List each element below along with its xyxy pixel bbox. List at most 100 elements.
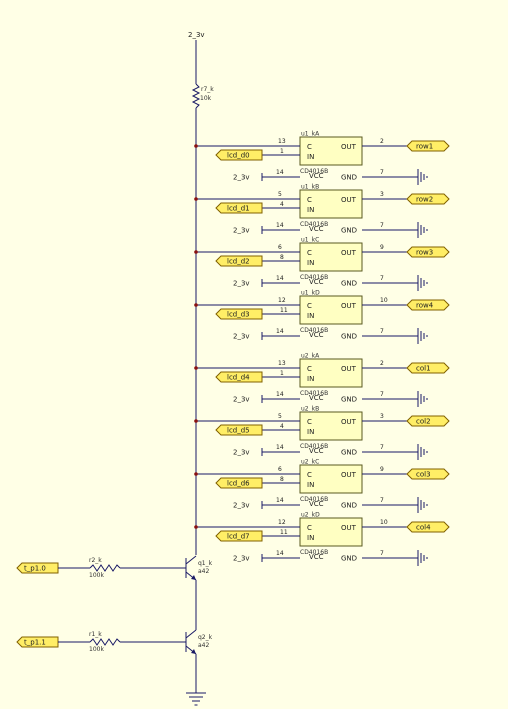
chip-part-name: CD4016B: [300, 221, 328, 228]
chip-part-name: CD4016B: [300, 496, 328, 503]
chip-ref: u1_kA: [301, 131, 320, 138]
vcc-pin-number: 14: [276, 550, 284, 557]
vcc-pin-label: VCC: [309, 447, 324, 455]
in-pin-number: 1: [280, 148, 284, 155]
chip-part-name: CD4016B: [300, 274, 328, 281]
chip-ref: u2_kD: [301, 512, 320, 519]
vcc-net-label: 2_3v: [233, 174, 250, 182]
in-pin-label: IN: [307, 481, 314, 489]
supply-net: 2_3v r7_k 10k: [188, 31, 214, 555]
gnd-pin-number: 7: [380, 550, 384, 557]
input-port-label: lcd_d5: [227, 427, 250, 435]
transistor-stage: t_p1.0r2_k100kq1_ka42t_p1.1r1_k100kq2_ka…: [16, 555, 213, 655]
switch-chip-u2_kD: u2_kD 12 C 11 IN lcd_d7 OUT 10 col4 CD4016B 2_3v 14…: [194, 512, 450, 566]
chip-body: [299, 358, 363, 388]
c-pin-label: C: [307, 302, 312, 310]
input-port-lcd_d1: [215, 202, 263, 214]
vcc-pin-label: VCC: [309, 172, 324, 180]
gnd-pin-label: GND: [341, 555, 357, 563]
gnd-pin-number: 7: [380, 444, 384, 451]
base-resistor-ref: r1_k: [89, 631, 102, 638]
chip-ref: u1_kC: [301, 237, 319, 244]
out-pin-number: 10: [380, 297, 388, 304]
top-resistor-value: 10k: [200, 95, 212, 102]
gnd-pin-label: GND: [341, 333, 357, 341]
in-pin-label: IN: [307, 206, 314, 214]
chip-ref: u1_kB: [301, 184, 319, 191]
in-pin-number: 11: [280, 529, 288, 536]
c-pin-number: 5: [278, 413, 282, 420]
out-pin-label: OUT: [341, 196, 357, 204]
gnd-pin-number: 7: [380, 169, 384, 176]
junction-dot: [194, 366, 198, 370]
c-pin-number: 12: [278, 297, 286, 304]
output-port-label: row2: [416, 196, 433, 204]
chip-body: [299, 464, 363, 494]
chip-part-name: CD4016B: [300, 443, 328, 450]
switch-chip-u2_kB: u2_kB 5 C 4 IN lcd_d5 OUT 3 col2 CD4016B 2_3v 14 VCC…: [194, 406, 450, 460]
chip-part-name: CD4016B: [300, 390, 328, 397]
out-pin-number: 10: [380, 519, 388, 526]
gnd-pin-label: GND: [341, 449, 357, 457]
input-port-label: lcd_d7: [227, 533, 250, 541]
in-pin-label: IN: [307, 312, 314, 320]
vcc-pin-label: VCC: [309, 225, 324, 233]
input-port-lcd_d5: [215, 424, 263, 436]
vcc-pin-label: VCC: [309, 278, 324, 286]
vcc-pin-number: 14: [276, 497, 284, 504]
junction-dot: [194, 197, 198, 201]
junction-dot: [194, 303, 198, 307]
vcc-pin-label: VCC: [309, 500, 324, 508]
switch-chip-u2_kA: u2_kA 13 C 1 IN lcd_d4 OUT 2 col1 CD4016B 2_3v 14 VC…: [194, 353, 450, 407]
ground-symbol: [417, 222, 428, 238]
vcc-net-label: 2_3v: [233, 555, 250, 563]
out-pin-label: OUT: [341, 418, 357, 426]
output-port-col1: [406, 362, 450, 374]
out-pin-number: 3: [380, 191, 384, 198]
ground-symbol: [417, 169, 428, 185]
base-resistor-value: 100k: [89, 646, 104, 653]
output-port-row3: [406, 246, 450, 258]
base-resistor-symbol: [89, 564, 121, 572]
base-resistor-value: 100k: [89, 572, 104, 579]
junction-dot: [194, 525, 198, 529]
output-port-label: col3: [416, 471, 431, 479]
gnd-pin-label: GND: [341, 396, 357, 404]
c-pin-number: 12: [278, 519, 286, 526]
in-pin-number: 4: [280, 201, 284, 208]
chip-ref: u2_kB: [301, 406, 319, 413]
transistor-part: a42: [198, 568, 209, 575]
chip-ref: u2_kC: [301, 459, 319, 466]
output-port-label: col4: [416, 524, 431, 532]
c-pin-number: 13: [278, 138, 286, 145]
chip-part-name: CD4016B: [300, 549, 328, 556]
output-port-col3: [406, 468, 450, 480]
in-pin-number: 1: [280, 370, 284, 377]
output-port-row4: [406, 299, 450, 311]
ground-symbol-main: [186, 654, 206, 706]
junction-dot: [194, 472, 198, 476]
gnd-pin-label: GND: [341, 502, 357, 510]
in-pin-number: 4: [280, 423, 284, 430]
gnd-pin-label: GND: [341, 280, 357, 288]
input-port-lcd_d7: [215, 530, 263, 542]
input-port-label: lcd_d0: [227, 152, 250, 160]
base-input-label: t_p1.0: [24, 565, 46, 573]
chip-body: [299, 189, 363, 219]
junction-dot: [194, 250, 198, 254]
switch-chip-u1_kA: u1_kA 13 C 1 IN lcd_d0 OUT 2 row1 CD4016B 2_3v 14 VC…: [194, 131, 450, 185]
gnd-pin-number: 7: [380, 222, 384, 229]
c-pin-number: 6: [278, 244, 282, 251]
out-pin-number: 9: [380, 466, 384, 473]
gnd-pin-number: 7: [380, 275, 384, 282]
output-port-label: col1: [416, 365, 431, 373]
input-port-lcd_d0: [215, 149, 263, 161]
c-pin-number: 13: [278, 360, 286, 367]
out-pin-label: OUT: [341, 524, 357, 532]
input-port-label: lcd_d1: [227, 205, 250, 213]
switch-chip-u1_kB: u1_kB 5 C 4 IN lcd_d1 OUT 3 row2 CD4016B 2_3v 14 VCC…: [194, 184, 450, 238]
